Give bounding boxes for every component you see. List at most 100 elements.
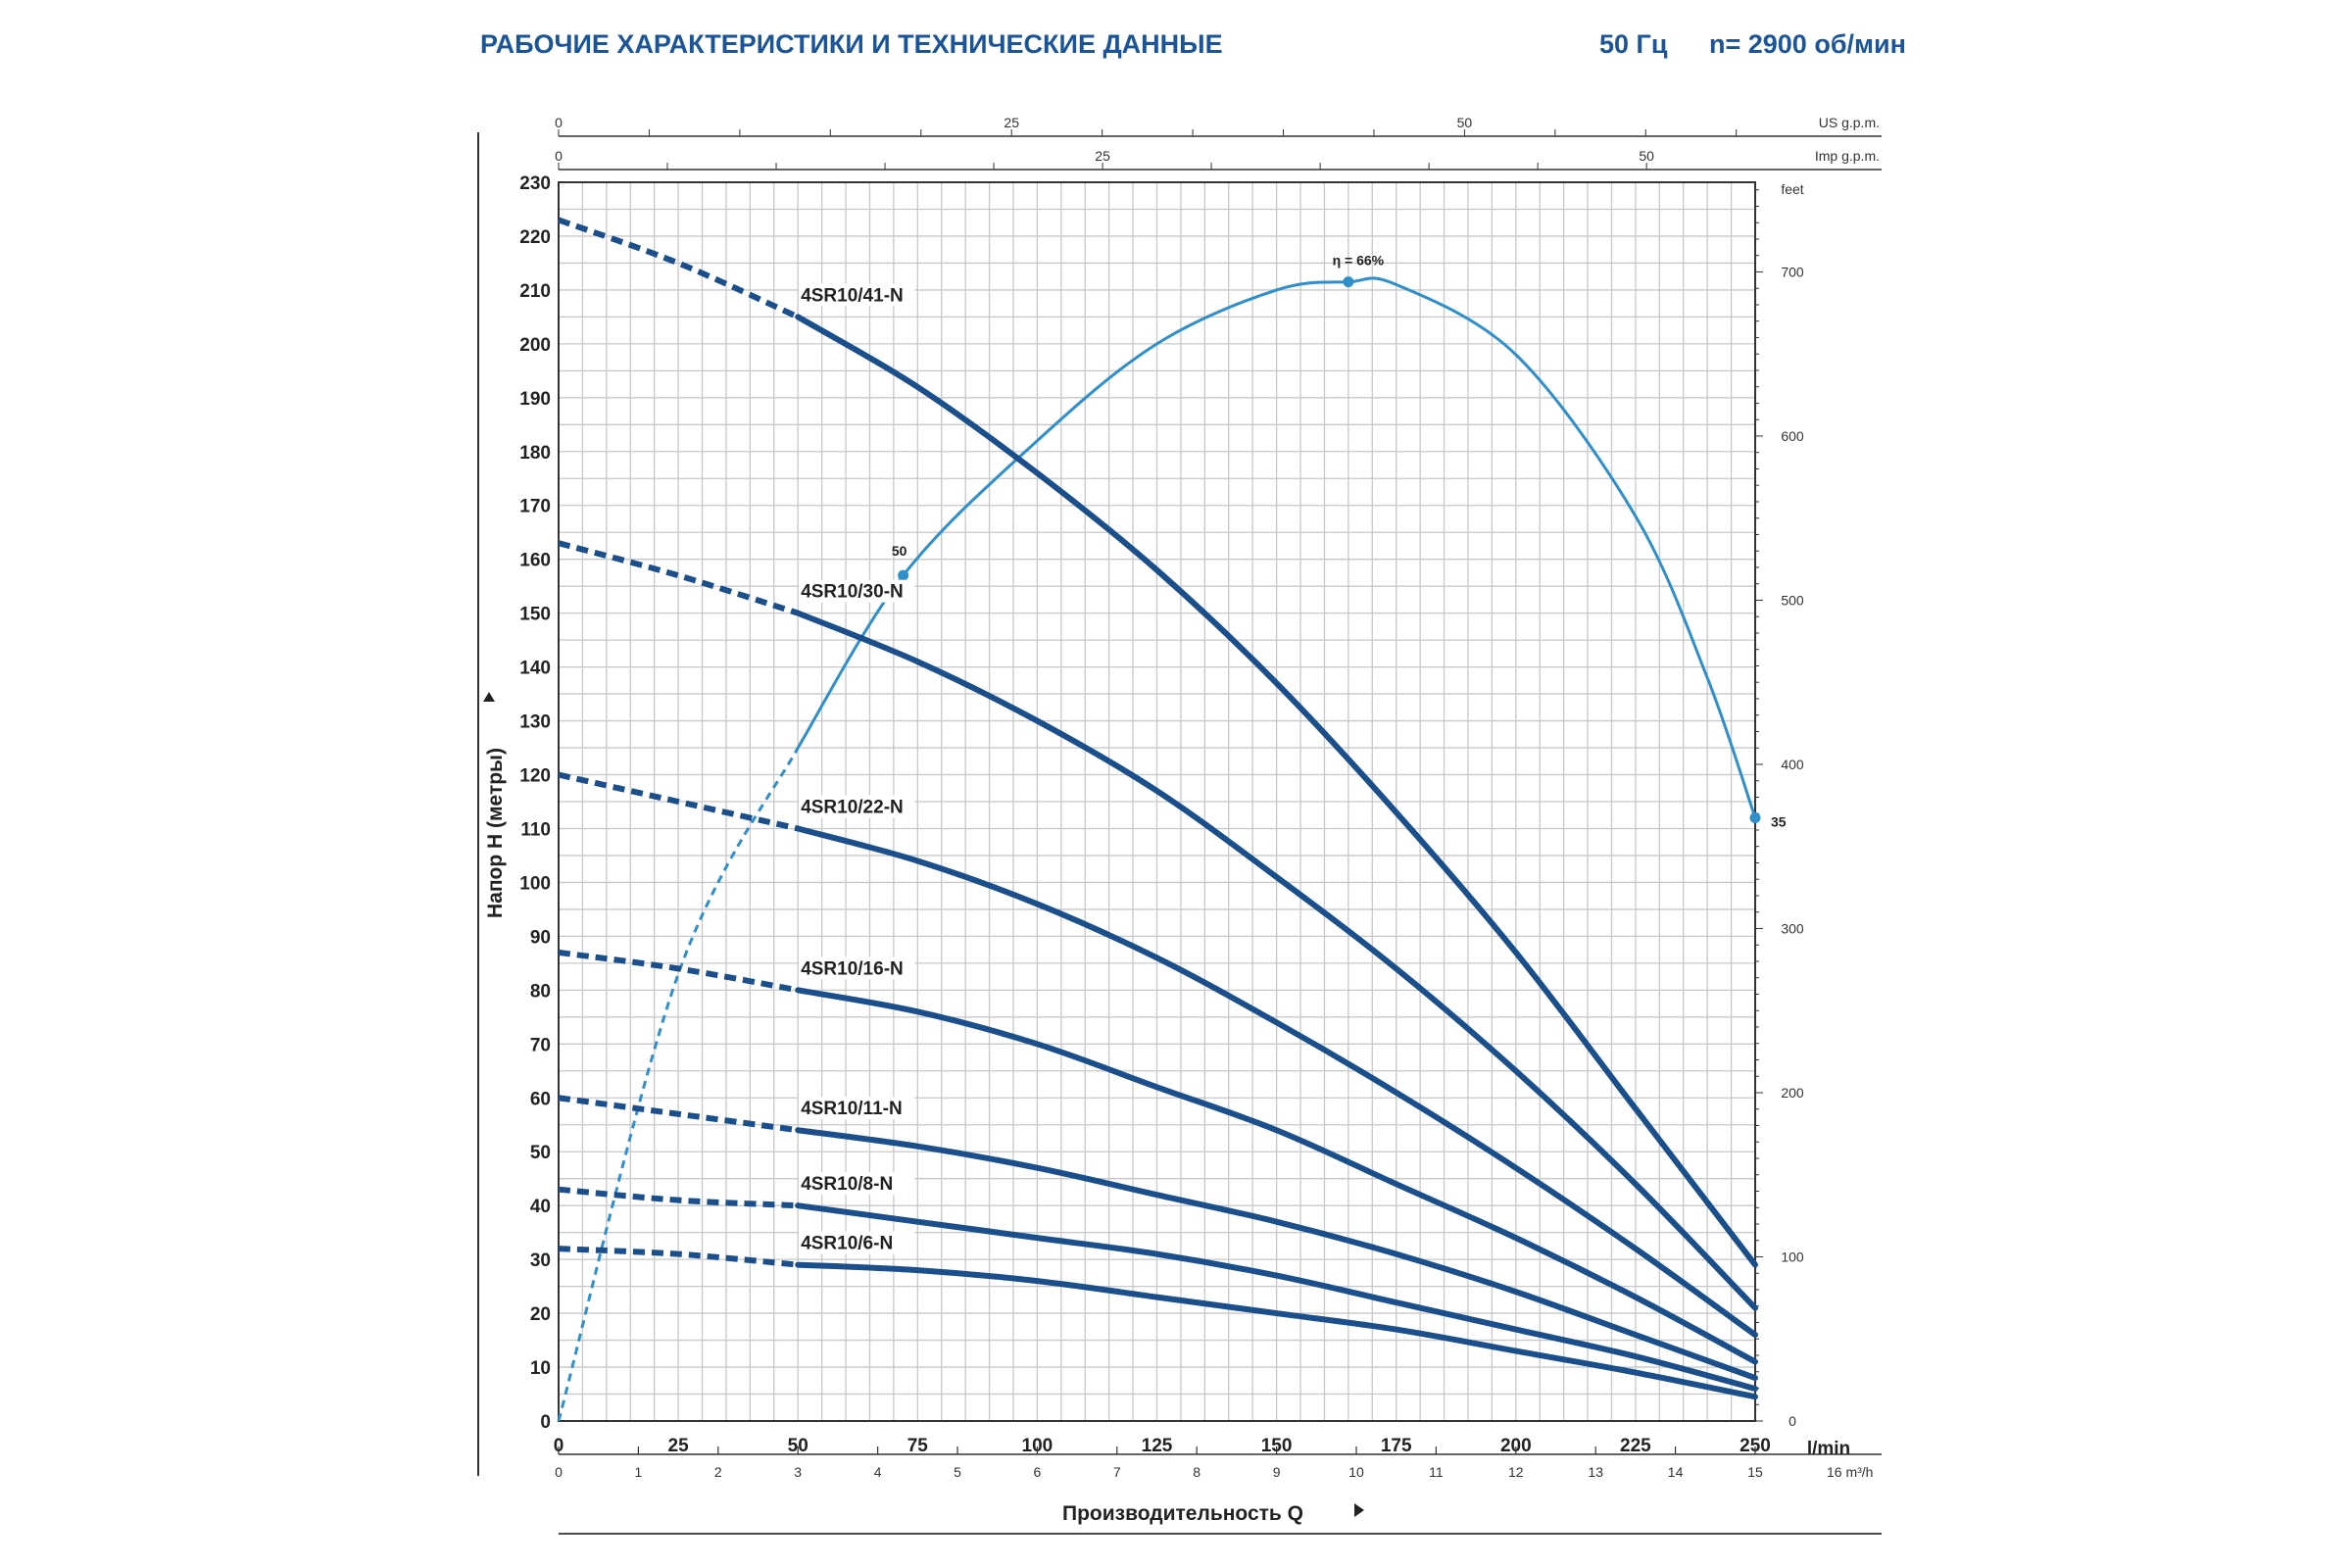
efficiency-point-label: 50 bbox=[892, 543, 907, 559]
y-tick-label: 0 bbox=[540, 1412, 551, 1433]
feet-tick-label: 0 bbox=[1788, 1413, 1796, 1429]
y-tick-label: 140 bbox=[519, 659, 551, 679]
pump-curve-dashed bbox=[558, 1186, 799, 1209]
y-tick-label: 70 bbox=[530, 1035, 551, 1055]
y-tick-label: 60 bbox=[530, 1089, 551, 1109]
m3h-tick-label: 2 bbox=[714, 1464, 722, 1480]
x-tick-label: 225 bbox=[1620, 1436, 1651, 1456]
efficiency-point-label: 35 bbox=[1771, 813, 1787, 829]
y-tick-label: 180 bbox=[519, 443, 551, 464]
us-gpm-tick-label: 50 bbox=[1457, 115, 1473, 130]
pump-curve-solid bbox=[795, 987, 1758, 1365]
m3h-tick-label: 8 bbox=[1193, 1464, 1200, 1480]
pump-curve-dashed bbox=[558, 949, 799, 994]
y-tick-label: 130 bbox=[519, 712, 551, 733]
y-tick-label: 170 bbox=[519, 497, 551, 517]
us-gpm-unit-label: US g.p.m. bbox=[1819, 115, 1880, 130]
y-axis-arrow bbox=[483, 692, 495, 702]
y-tick-label: 210 bbox=[519, 281, 551, 302]
m3h-tick-label: 9 bbox=[1273, 1464, 1281, 1480]
x-tick-label: 200 bbox=[1500, 1436, 1532, 1456]
y-tick-label: 120 bbox=[519, 766, 551, 787]
x-tick-label: 125 bbox=[1142, 1436, 1173, 1456]
pump-curve-dashed bbox=[558, 540, 800, 616]
pump-curve-solid bbox=[795, 825, 1758, 1339]
m3h-tick-label: 10 bbox=[1348, 1464, 1364, 1480]
m3h-tick-label: 1 bbox=[635, 1464, 643, 1480]
y-tick-label: 50 bbox=[530, 1143, 551, 1163]
x-unit-label: l/min bbox=[1807, 1439, 1850, 1459]
imp-gpm-tick-label: 25 bbox=[1095, 148, 1110, 164]
page-title: РАБОЧИЕ ХАРАКТЕРИСТИКИ И ТЕХНИЧЕСКИЕ ДАН… bbox=[480, 29, 1223, 59]
imp-gpm-tick-label: 50 bbox=[1639, 148, 1654, 164]
us-gpm-tick-label: 25 bbox=[1004, 115, 1019, 130]
curve-label: 4SR10/41-N bbox=[801, 285, 904, 306]
y-tick-label: 150 bbox=[519, 605, 551, 625]
y-tick-label: 80 bbox=[530, 981, 551, 1002]
m3h-tick-label: 0 bbox=[555, 1464, 563, 1480]
x-tick-label: 75 bbox=[907, 1436, 929, 1456]
y-axis-title: Напор H (метры) bbox=[484, 748, 507, 918]
feet-unit-label: feet bbox=[1781, 181, 1803, 197]
curve-label-bg bbox=[799, 795, 915, 818]
x-tick-label: 250 bbox=[1740, 1436, 1771, 1456]
curve-label: 4SR10/8-N bbox=[801, 1174, 893, 1195]
x-tick-label: 0 bbox=[554, 1436, 564, 1456]
pump-curve-solid bbox=[795, 1202, 1758, 1393]
y-tick-label: 100 bbox=[519, 873, 551, 894]
y-tick-label: 40 bbox=[530, 1197, 551, 1217]
curve-label-bg bbox=[799, 283, 915, 307]
efficiency-curve: 50 η = 66% 35 bbox=[557, 253, 1787, 1422]
pump-curve-solid bbox=[795, 610, 1758, 1311]
curve-label-bg bbox=[799, 1172, 915, 1196]
y-tick-label: 110 bbox=[520, 819, 551, 840]
m3h-tick-label: 14 bbox=[1668, 1464, 1684, 1480]
pump-curve-dashed bbox=[558, 771, 799, 832]
pump-curve-solid bbox=[795, 1261, 1758, 1400]
x-tick-label: 100 bbox=[1022, 1436, 1054, 1456]
feet-tick-label: 500 bbox=[1781, 592, 1804, 608]
x-axis-arrow bbox=[1354, 1503, 1364, 1517]
curve-label: 4SR10/6-N bbox=[801, 1234, 893, 1254]
y-tick-label: 10 bbox=[530, 1358, 551, 1379]
plot-frame bbox=[558, 181, 1756, 1422]
curve-label-bg bbox=[799, 956, 915, 980]
efficiency-point bbox=[1749, 811, 1761, 823]
x-tick-label: 25 bbox=[668, 1436, 690, 1456]
y-tick-label: 190 bbox=[519, 389, 551, 410]
feet-tick-label: 300 bbox=[1781, 920, 1804, 936]
y-tick-label: 20 bbox=[530, 1304, 551, 1325]
m3h-tick-label: 5 bbox=[954, 1464, 961, 1480]
y-tick-label: 90 bbox=[530, 927, 551, 948]
feet-tick-label: 700 bbox=[1781, 264, 1804, 279]
x-tick-label: 150 bbox=[1261, 1436, 1293, 1456]
feet-tick-label: 200 bbox=[1781, 1085, 1804, 1101]
pump-curve-solid bbox=[795, 314, 1758, 1268]
imp-gpm-tick-label: 0 bbox=[555, 148, 563, 164]
frequency-label: 50 Гц bbox=[1599, 29, 1668, 59]
curve-label-bg bbox=[799, 1231, 915, 1254]
curve-label-bg bbox=[799, 1097, 915, 1120]
y-tick-label: 220 bbox=[519, 227, 551, 248]
pump-curve-dashed bbox=[558, 1095, 799, 1134]
m3h-unit-label: 16 m³/h bbox=[1827, 1464, 1873, 1480]
efficiency-point bbox=[1343, 276, 1354, 288]
x-axis-title: Производительность Q bbox=[1062, 1502, 1303, 1525]
curve-label: 4SR10/30-N bbox=[801, 582, 904, 603]
pump-curve-dashed bbox=[558, 1246, 799, 1268]
curve-label: 4SR10/22-N bbox=[801, 797, 904, 817]
m3h-tick-label: 4 bbox=[874, 1464, 882, 1480]
m3h-tick-label: 6 bbox=[1034, 1464, 1042, 1480]
feet-tick-label: 100 bbox=[1781, 1249, 1804, 1264]
feet-tick-label: 600 bbox=[1781, 428, 1804, 444]
pump-curves bbox=[557, 217, 1758, 1400]
y-tick-label: 230 bbox=[519, 173, 551, 194]
efficiency-point bbox=[898, 569, 909, 581]
y-tick-label: 160 bbox=[519, 551, 551, 571]
feet-tick-label: 400 bbox=[1781, 757, 1804, 772]
x-tick-label: 175 bbox=[1381, 1436, 1412, 1456]
curve-labels: 4SR10/41-N 4SR10/30-N 4SR10/22-N 4SR10/16-N… bbox=[799, 283, 915, 1254]
m3h-tick-label: 7 bbox=[1113, 1464, 1121, 1480]
speed-label: n= 2900 об/мин bbox=[1709, 29, 1906, 59]
m3h-tick-label: 12 bbox=[1508, 1464, 1524, 1480]
